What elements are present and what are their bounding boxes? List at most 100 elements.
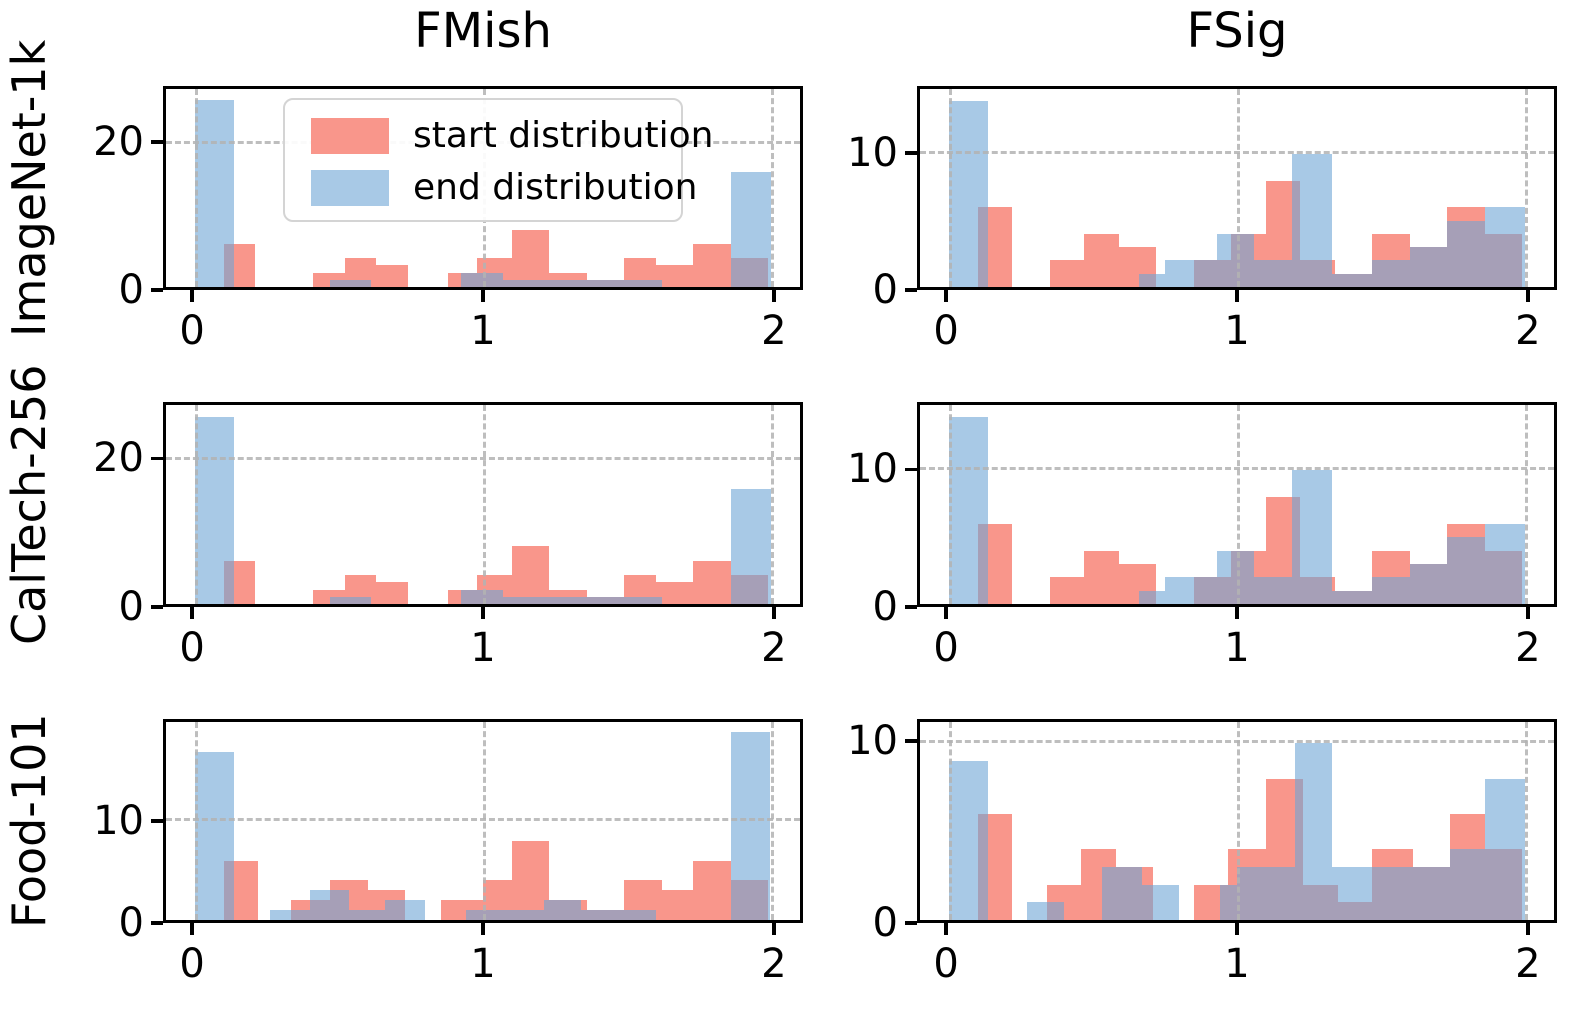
bar-end <box>948 417 988 604</box>
subplot-caltech256-fsig <box>917 402 1557 607</box>
bar-end <box>194 751 234 920</box>
gridline-vertical <box>1525 89 1529 287</box>
x-tick-label: 1 <box>1224 625 1250 671</box>
gridline-vertical <box>194 722 198 920</box>
bar-start <box>1049 260 1085 287</box>
subplot-caltech256-fmish <box>163 402 803 607</box>
bar-end <box>1294 743 1333 920</box>
y-tick-mark <box>905 467 917 472</box>
bar-start <box>511 546 550 604</box>
y-tick-mark <box>905 921 917 925</box>
bar-end <box>1219 884 1237 920</box>
bar-end <box>1372 577 1410 604</box>
x-tick-mark <box>772 607 776 619</box>
x-tick-mark <box>1235 290 1239 302</box>
x-tick-label: 1 <box>470 308 496 354</box>
bar-end <box>1372 866 1413 920</box>
subplot-imagenet1k-fsig <box>917 86 1557 290</box>
x-tick-label: 2 <box>1515 941 1541 987</box>
bar-end <box>948 100 988 287</box>
x-tick-label: 1 <box>470 625 496 671</box>
bar-end <box>1216 550 1255 604</box>
y-tick-mark <box>905 739 917 743</box>
gridline-vertical <box>483 405 486 604</box>
x-tick-mark <box>944 923 948 935</box>
bar-start <box>511 840 550 920</box>
bar-end <box>1409 247 1448 287</box>
legend-label-end: end distribution <box>413 167 698 208</box>
gridline-vertical <box>483 722 486 920</box>
bar-start <box>511 229 550 287</box>
bar-end <box>194 100 234 287</box>
y-tick-mark <box>151 819 163 823</box>
y-tick-mark <box>151 605 163 609</box>
gridline-horizontal <box>920 740 1554 744</box>
column-title-fsig: FSig <box>1186 3 1288 59</box>
bar-end <box>1291 154 1333 287</box>
bar-end <box>1447 537 1485 604</box>
bar-start <box>693 243 731 287</box>
x-tick-mark <box>772 290 776 302</box>
gridline-vertical <box>194 405 198 604</box>
bar-end <box>1372 260 1410 287</box>
bar-start <box>655 582 694 604</box>
x-tick-mark <box>772 923 776 935</box>
legend-label-start: start distribution <box>413 115 714 156</box>
bar-end <box>1332 866 1373 920</box>
y-tick-label: 0 <box>872 900 898 946</box>
bar-start <box>693 860 731 920</box>
bar-end <box>269 910 311 920</box>
legend: start distribution end distribution <box>283 98 713 222</box>
y-tick-mark <box>151 921 163 925</box>
gridline-vertical <box>1237 405 1240 604</box>
bar-start <box>1049 577 1085 604</box>
x-tick-mark <box>190 290 194 302</box>
bar-end <box>310 890 349 920</box>
bar-end <box>1164 577 1217 604</box>
bar-end <box>1026 902 1065 920</box>
x-tick-label: 2 <box>761 308 787 354</box>
column-title-fmish: FMish <box>414 3 552 59</box>
x-tick-mark <box>190 607 194 619</box>
bar-start <box>376 265 409 287</box>
bar-end <box>1101 866 1142 920</box>
bar-end <box>385 900 426 920</box>
legend-item-start: start distribution <box>285 110 713 162</box>
bar-end <box>1139 273 1165 287</box>
bar-end <box>1139 590 1165 604</box>
y-tick-label: 10 <box>847 130 898 177</box>
x-tick-label: 1 <box>470 941 496 987</box>
bar-end <box>1141 884 1180 920</box>
bar-end <box>580 910 656 920</box>
subplot-food101-fsig <box>917 719 1557 923</box>
y-tick-label: 10 <box>847 717 898 764</box>
x-tick-label: 0 <box>933 941 959 987</box>
bar-end <box>1409 563 1448 604</box>
bar-end <box>330 279 371 287</box>
legend-item-end: end distribution <box>285 162 697 214</box>
x-tick-label: 1 <box>1224 308 1250 354</box>
gridline-vertical <box>771 405 775 604</box>
bar-start <box>1084 233 1119 287</box>
gridline-vertical <box>771 722 775 920</box>
y-tick-label: 0 <box>872 267 898 313</box>
bar-start <box>655 265 694 287</box>
bar-end <box>1450 849 1485 920</box>
bar-end <box>1484 523 1526 604</box>
y-tick-label: 0 <box>118 900 144 946</box>
bar-end <box>194 416 234 604</box>
x-tick-mark <box>481 607 485 619</box>
gridline-vertical <box>948 722 952 920</box>
x-tick-mark <box>1526 290 1530 302</box>
legend-swatch-end <box>311 170 389 206</box>
x-tick-label: 0 <box>179 941 205 987</box>
gridline-vertical <box>1525 722 1529 920</box>
x-tick-mark <box>1235 607 1239 619</box>
bar-end <box>1216 233 1255 287</box>
bar-end <box>1484 207 1526 287</box>
y-tick-label: 20 <box>93 435 144 482</box>
x-tick-mark <box>1235 923 1239 935</box>
y-tick-mark <box>151 288 163 292</box>
x-tick-label: 0 <box>933 308 959 354</box>
